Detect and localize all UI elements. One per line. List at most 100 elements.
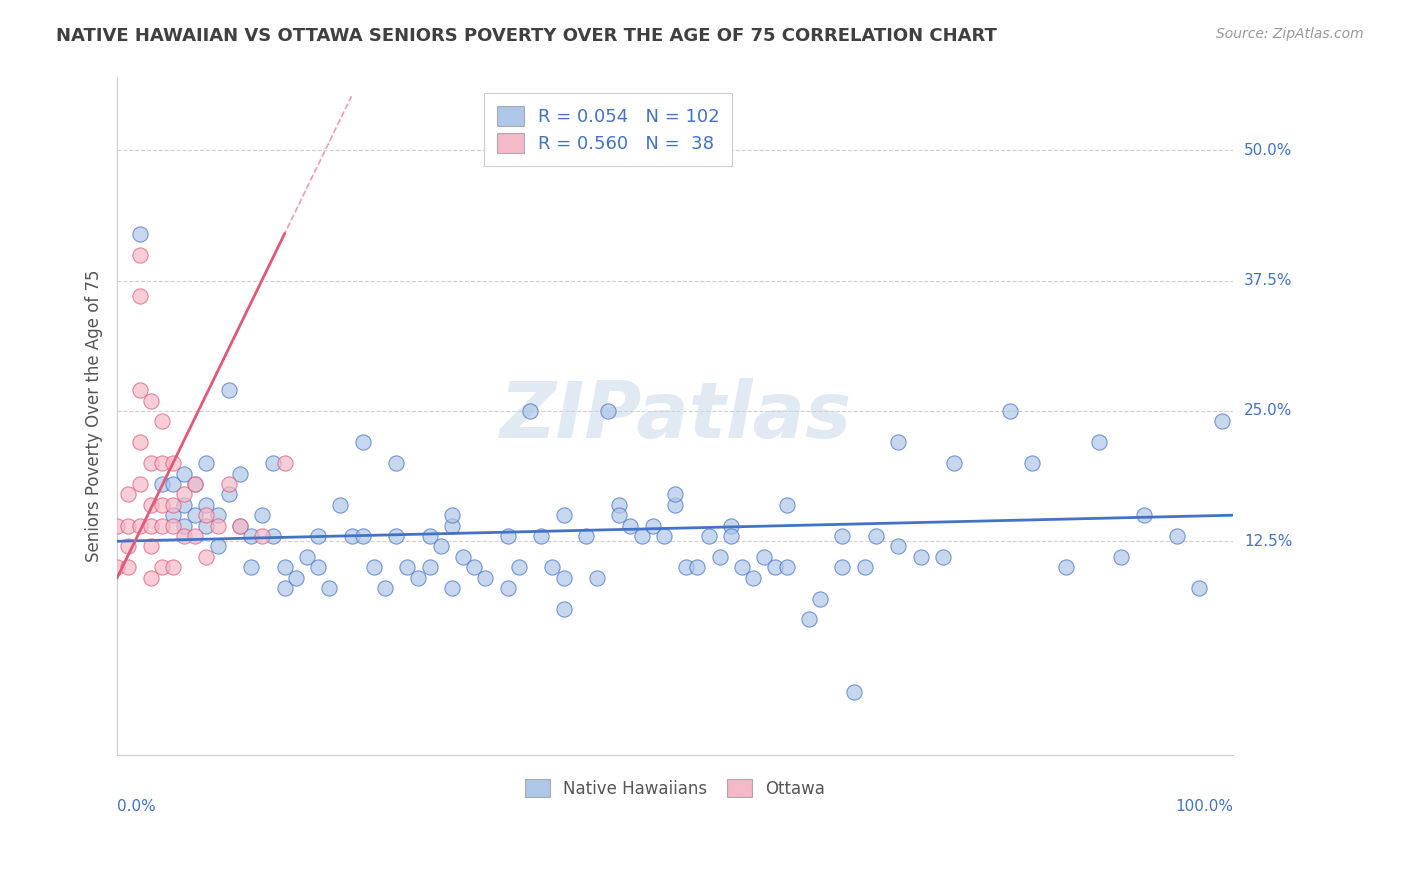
Point [553,571,575,585]
Text: NATIVE HAWAIIAN VS OTTAWA SENIORS POVERTY OVER THE AGE OF 75 CORRELATION CHART: NATIVE HAWAIIAN VS OTTAWA SENIORS POVERT… [56,27,997,45]
Point [150,560,173,574]
Point [553,602,575,616]
Point [675,560,697,574]
Point [139,393,162,408]
Point [630,529,652,543]
Point [240,560,263,574]
Text: ZIPatlas: ZIPatlas [499,378,851,454]
Point [105,560,128,574]
Point [195,518,218,533]
Point [273,581,295,595]
Point [229,518,252,533]
Point [474,571,496,585]
Point [173,498,195,512]
Point [128,247,150,261]
Text: Source: ZipAtlas.com: Source: ZipAtlas.com [1216,27,1364,41]
Point [720,529,742,543]
Point [463,560,485,574]
Point [162,560,184,574]
Point [173,467,195,481]
Point [720,518,742,533]
Point [519,404,541,418]
Point [128,518,150,533]
Text: 100.0%: 100.0% [1175,799,1233,814]
Point [619,518,641,533]
Point [440,518,463,533]
Point [229,518,252,533]
Point [150,456,173,470]
Point [419,560,441,574]
Point [307,529,329,543]
Point [117,560,139,574]
Point [508,560,530,574]
Point [1054,560,1077,574]
Text: 37.5%: 37.5% [1244,273,1292,288]
Point [575,529,598,543]
Point [284,571,307,585]
Legend: Native Hawaiians, Ottawa: Native Hawaiians, Ottawa [515,769,835,807]
Point [150,477,173,491]
Point [1211,414,1233,428]
Point [754,549,776,564]
Point [207,518,229,533]
Point [173,529,195,543]
Point [1166,529,1188,543]
Point [262,456,284,470]
Point [419,529,441,543]
Point [207,540,229,554]
Point [775,498,797,512]
Point [329,498,352,512]
Point [273,560,295,574]
Text: 50.0%: 50.0% [1244,143,1292,158]
Point [218,477,240,491]
Point [607,508,630,523]
Point [117,487,139,501]
Point [340,529,363,543]
Point [831,560,853,574]
Point [853,560,876,574]
Point [1132,508,1154,523]
Point [117,540,139,554]
Point [307,560,329,574]
Point [1088,435,1111,450]
Point [273,456,295,470]
Point [765,560,787,574]
Point [218,383,240,397]
Point [451,549,474,564]
Point [496,581,519,595]
Point [117,518,139,533]
Point [553,508,575,523]
Point [797,612,820,626]
Point [252,529,274,543]
Point [664,498,686,512]
Point [831,529,853,543]
Point [252,508,274,523]
Point [1188,581,1211,595]
Point [139,456,162,470]
Point [162,498,184,512]
Point [440,581,463,595]
Point [429,540,451,554]
Point [128,435,150,450]
Point [586,571,609,585]
Point [318,581,340,595]
Point [363,560,385,574]
Point [240,529,263,543]
Point [865,529,887,543]
Point [173,487,195,501]
Point [162,477,184,491]
Point [139,571,162,585]
Point [1111,549,1133,564]
Point [229,467,252,481]
Point [440,508,463,523]
Point [641,518,664,533]
Point [910,549,932,564]
Point [385,529,408,543]
Point [652,529,675,543]
Point [808,591,831,606]
Point [686,560,709,574]
Point [195,498,218,512]
Point [150,498,173,512]
Point [128,383,150,397]
Point [195,456,218,470]
